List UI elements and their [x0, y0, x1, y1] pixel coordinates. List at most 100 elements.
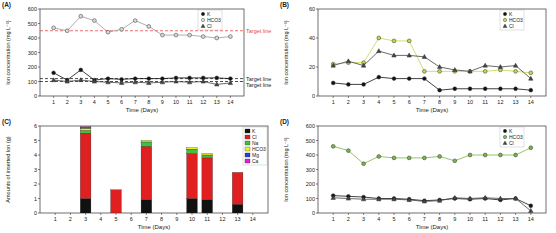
point [147, 25, 151, 29]
x-tick [409, 213, 410, 215]
point [377, 75, 381, 79]
legend-swatch [245, 147, 250, 151]
y-axis-label: Ion concentration (mg L⁻¹) [283, 137, 289, 202]
x-tick [394, 96, 395, 98]
x-tick-label: 4 [377, 216, 380, 222]
x-tick [192, 213, 193, 215]
x-tick [363, 96, 364, 98]
x-tick-label: 2 [347, 99, 350, 105]
x-tick-label: 12 [200, 99, 206, 105]
point [201, 35, 205, 39]
point [215, 76, 219, 80]
x-tick [500, 96, 501, 98]
x-tick [500, 213, 501, 215]
point [92, 79, 96, 83]
x-tick-label: 11 [187, 99, 193, 105]
legend-swatch [245, 135, 250, 139]
point [361, 63, 365, 67]
x-tick [515, 96, 516, 98]
x-tick [80, 96, 81, 98]
x-tick-label: 1 [332, 216, 335, 222]
point [147, 81, 151, 85]
legend-marker [503, 18, 506, 21]
point [468, 87, 472, 91]
point [392, 197, 396, 201]
y-tick [38, 96, 40, 97]
x-tick-label: 2 [66, 99, 69, 105]
point [120, 27, 124, 31]
point [188, 76, 192, 80]
bar-segment [202, 154, 213, 155]
y-tick-label: 500 [28, 21, 37, 27]
x-tick [148, 96, 149, 98]
y-tick-label: 300 [28, 50, 37, 56]
point [377, 197, 381, 201]
x-tick [348, 96, 349, 98]
x-tick [439, 213, 440, 215]
x-tick [348, 213, 349, 215]
legend-box [500, 127, 524, 147]
point [423, 199, 427, 203]
y-tick-label: 6 [34, 123, 37, 129]
y-tick-label: 5 [34, 138, 37, 144]
bar-segment [80, 128, 91, 130]
legend-box [243, 127, 267, 165]
x-tick [470, 96, 471, 98]
legend-label: Cl [509, 140, 514, 146]
point [453, 195, 457, 199]
x-tick-label: 5 [392, 216, 395, 222]
legend-swatch [245, 153, 250, 157]
point [161, 33, 165, 37]
x-tick-label: 6 [408, 99, 411, 105]
y-tick-label: 200 [306, 181, 315, 187]
legend-label: Ca [252, 158, 259, 164]
point [347, 83, 351, 87]
x-axis-label: Time (Days) [416, 107, 448, 113]
x-tick [108, 96, 109, 98]
point [331, 81, 335, 85]
point [437, 65, 441, 69]
series-line [333, 38, 531, 73]
point [362, 162, 366, 166]
y-tick-label: 300 [306, 167, 315, 173]
x-tick [203, 96, 204, 98]
y-tick [316, 169, 318, 170]
figure: (A)0100200300400500600123456789101112131… [0, 0, 556, 233]
x-tick [363, 213, 364, 215]
point [187, 80, 191, 84]
x-tick [135, 96, 136, 98]
x-tick-label: 14 [227, 99, 233, 105]
y-tick-label: 100 [28, 79, 37, 85]
series-line [333, 51, 531, 79]
legend-marker [503, 12, 506, 15]
y-axis-label: Amounts of inserted Ion (g) [5, 136, 11, 203]
point [529, 204, 533, 208]
x-tick [162, 96, 163, 98]
point [377, 49, 381, 53]
y-tick [316, 213, 318, 214]
x-tick-label: 9 [175, 216, 178, 222]
bar-segment [232, 204, 243, 213]
x-tick [55, 213, 56, 215]
point [407, 156, 411, 160]
panel-label: (B) [280, 1, 289, 9]
point [438, 155, 442, 159]
series-line [54, 16, 231, 38]
x-tick-label: 11 [482, 99, 488, 105]
x-tick-label: 5 [392, 99, 395, 105]
legend-swatch [245, 129, 250, 133]
bar-segment [187, 199, 198, 214]
point [422, 199, 426, 203]
x-tick-label: 11 [204, 216, 210, 222]
x-tick [222, 213, 223, 215]
x-tick-label: 2 [347, 216, 350, 222]
x-tick-label: 10 [467, 216, 473, 222]
point [160, 80, 164, 84]
x-tick [409, 96, 410, 98]
point [392, 197, 396, 201]
bar-segment [187, 149, 198, 153]
point [423, 69, 427, 73]
series-line [333, 146, 531, 163]
x-tick [94, 96, 95, 98]
x-tick [470, 213, 471, 215]
